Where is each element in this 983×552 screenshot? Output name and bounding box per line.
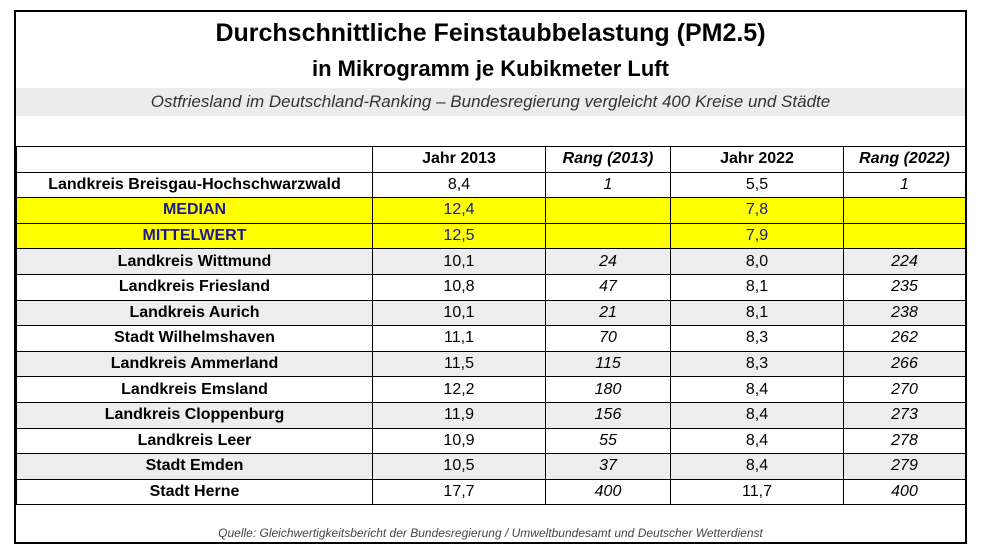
- cell-value-2022: 11,7: [670, 478, 844, 506]
- cell-rank-2022: 1: [843, 171, 966, 199]
- table-row: MEDIAN 12,4 7,8: [16, 197, 966, 224]
- table-row: Stadt Wilhelmshaven 11,1 70 8,3 262: [16, 325, 966, 352]
- cell-rank-2022: 266: [843, 350, 966, 378]
- cell-value-2013: 10,1: [372, 248, 546, 275]
- header-year-2013: Jahr 2013: [372, 146, 546, 173]
- header-rank-2022: Rang (2022): [843, 146, 966, 173]
- table-row: Stadt Emden 10,5 37 8,4 279: [16, 453, 966, 480]
- cell-value-2013: 10,1: [372, 299, 546, 327]
- cell-name: Landkreis Friesland: [16, 273, 373, 301]
- table-row: Landkreis Leer 10,9 55 8,4 278: [16, 427, 966, 455]
- cell-name: Landkreis Ammerland: [16, 350, 373, 378]
- cell-value-2022: 8,3: [670, 350, 844, 378]
- table-row: Landkreis Wittmund 10,1 24 8,0 224: [16, 248, 966, 275]
- cell-rank-2013: 21: [545, 299, 671, 327]
- cell-name: MITTELWERT: [16, 222, 373, 250]
- cell-rank-2022: 400: [843, 478, 966, 506]
- cell-value-2013: 12,5: [372, 222, 546, 250]
- cell-rank-2013: 400: [545, 478, 671, 506]
- table-row: Landkreis Friesland 10,8 47 8,1 235: [16, 273, 966, 301]
- cell-value-2022: 8,1: [670, 273, 844, 301]
- caption-band: [16, 88, 965, 116]
- cell-value-2013: 12,4: [372, 197, 546, 224]
- cell-value-2013: 17,7: [372, 478, 546, 506]
- chart-frame: Durchschnittliche Feinstaubbelastung (PM…: [14, 10, 967, 544]
- cell-value-2013: 8,4: [372, 171, 546, 199]
- cell-name: MEDIAN: [16, 197, 373, 224]
- table-row: Landkreis Aurich 10,1 21 8,1 238: [16, 299, 966, 327]
- cell-rank-2022: 278: [843, 427, 966, 455]
- cell-value-2022: 7,9: [670, 222, 844, 250]
- table-row: Landkreis Emsland 12,2 180 8,4 270: [16, 376, 966, 403]
- cell-value-2022: 8,4: [670, 401, 844, 429]
- source-note: Quelle: Gleichwertigkeitsbericht der Bun…: [218, 526, 763, 540]
- cell-value-2022: 5,5: [670, 171, 844, 199]
- cell-value-2022: 7,8: [670, 197, 844, 224]
- chart-subtitle: in Mikrogramm je Kubikmeter Luft: [312, 56, 669, 81]
- cell-value-2013: 11,5: [372, 350, 546, 378]
- cell-value-2013: 10,5: [372, 453, 546, 480]
- cell-value-2013: 11,1: [372, 325, 546, 352]
- cell-name: Landkreis Emsland: [16, 376, 373, 403]
- cell-value-2013: 11,9: [372, 401, 546, 429]
- cell-rank-2022: 224: [843, 248, 966, 275]
- cell-rank-2022: [843, 222, 966, 250]
- cell-rank-2022: 238: [843, 299, 966, 327]
- cell-value-2022: 8,1: [670, 299, 844, 327]
- header-year-2022: Jahr 2022: [670, 146, 844, 173]
- cell-value-2013: 10,8: [372, 273, 546, 301]
- cell-rank-2022: [843, 197, 966, 224]
- cell-rank-2013: 70: [545, 325, 671, 352]
- cell-rank-2022: 273: [843, 401, 966, 429]
- data-table: Jahr 2013 Rang (2013) Jahr 2022 Rang (20…: [16, 146, 966, 506]
- cell-value-2022: 8,0: [670, 248, 844, 275]
- cell-value-2022: 8,4: [670, 453, 844, 480]
- cell-rank-2013: [545, 197, 671, 224]
- header-row: Jahr 2013 Rang (2013) Jahr 2022 Rang (20…: [16, 146, 966, 173]
- cell-name: Stadt Wilhelmshaven: [16, 325, 373, 352]
- cell-rank-2013: 47: [545, 273, 671, 301]
- cell-rank-2022: 235: [843, 273, 966, 301]
- cell-rank-2013: 37: [545, 453, 671, 480]
- cell-name: Landkreis Leer: [16, 427, 373, 455]
- cell-rank-2013: 55: [545, 427, 671, 455]
- table-row: Landkreis Ammerland 11,5 115 8,3 266: [16, 350, 966, 378]
- cell-name: Landkreis Breisgau-Hochschwarzwald: [16, 171, 373, 199]
- cell-rank-2013: 156: [545, 401, 671, 429]
- cell-rank-2013: 180: [545, 376, 671, 403]
- cell-rank-2022: 270: [843, 376, 966, 403]
- cell-value-2013: 10,9: [372, 427, 546, 455]
- header-rank-2013: Rang (2013): [545, 146, 671, 173]
- cell-rank-2022: 279: [843, 453, 966, 480]
- cell-rank-2013: [545, 222, 671, 250]
- table-row: Landkreis Cloppenburg 11,9 156 8,4 273: [16, 401, 966, 429]
- cell-name: Stadt Herne: [16, 478, 373, 506]
- table-row: Landkreis Breisgau-Hochschwarzwald 8,4 1 5,…: [16, 171, 966, 199]
- header-name: [16, 146, 373, 173]
- table-row: Stadt Herne 17,7 400 11,7 400: [16, 478, 966, 506]
- chart-title: Durchschnittliche Feinstaubbelastung (PM…: [215, 19, 766, 47]
- cell-name: Stadt Emden: [16, 453, 373, 480]
- cell-value-2022: 8,3: [670, 325, 844, 352]
- cell-value-2013: 12,2: [372, 376, 546, 403]
- cell-rank-2022: 262: [843, 325, 966, 352]
- cell-rank-2013: 1: [545, 171, 671, 199]
- chart-caption: Ostfriesland im Deutschland-Ranking – Bu…: [150, 92, 831, 111]
- cell-name: Landkreis Aurich: [16, 299, 373, 327]
- cell-name: Landkreis Cloppenburg: [16, 401, 373, 429]
- table-row: MITTELWERT 12,5 7,9: [16, 222, 966, 250]
- cell-rank-2013: 115: [545, 350, 671, 378]
- cell-name: Landkreis Wittmund: [16, 248, 373, 275]
- cell-value-2022: 8,4: [670, 376, 844, 403]
- cell-value-2022: 8,4: [670, 427, 844, 455]
- cell-rank-2013: 24: [545, 248, 671, 275]
